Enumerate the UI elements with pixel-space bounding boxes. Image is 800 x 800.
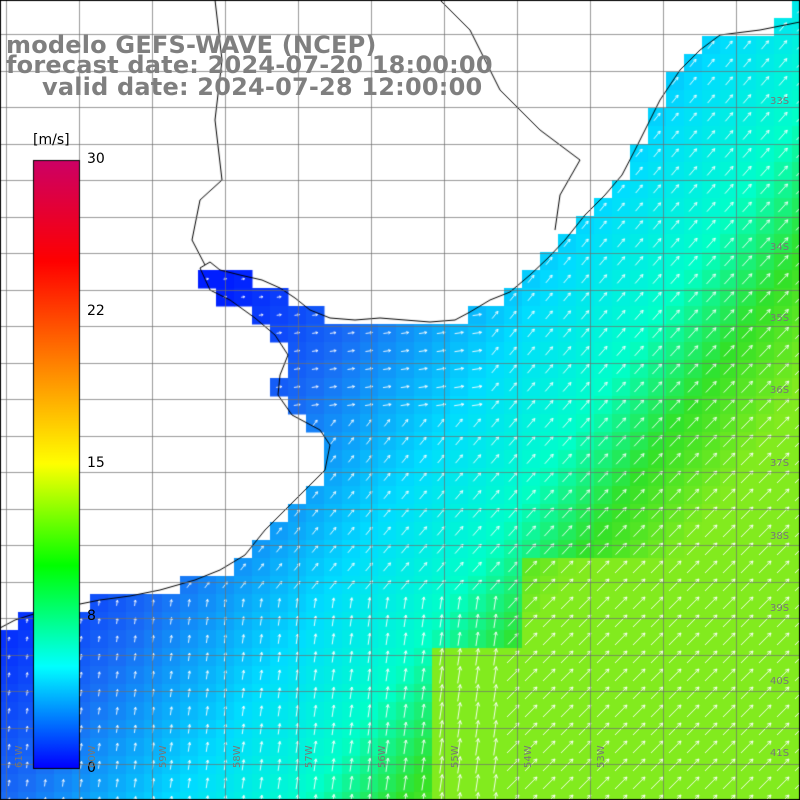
model-title: modelo GEFS-WAVE (NCEP) [6, 31, 377, 59]
lon-label-59w: 59W [158, 745, 169, 768]
colorbar-tick-22: 22 [87, 303, 105, 319]
forecast-date: forecast date: 2024-07-20 18:00:00 [6, 51, 493, 79]
colorbar-tick-8: 8 [87, 608, 96, 624]
lon-label-56w: 56W [377, 745, 388, 768]
lon-label-57w: 57W [304, 745, 315, 768]
lon-label-54w: 54W [523, 745, 534, 768]
lon-label-55w: 55W [450, 745, 461, 768]
valid-date: valid date: 2024-07-28 12:00:00 [42, 73, 483, 101]
colorbar-tick-15: 15 [87, 455, 105, 471]
colorbar-tick-0: 0 [87, 760, 96, 776]
lat-label-37s: 37S [770, 458, 790, 469]
lon-label-61w: 61W [14, 745, 25, 768]
colorbar-unit: [m/s] [33, 132, 70, 148]
lon-label-60w: 60W [87, 745, 98, 768]
lat-label-40s: 40S [770, 676, 790, 687]
lat-label-35s: 35S [770, 313, 790, 324]
lat-label-39s: 39S [770, 603, 790, 614]
lat-label-41s: 41S [770, 748, 790, 759]
lat-label-36s: 36S [770, 385, 790, 396]
lat-label-33s: 33S [770, 96, 790, 107]
lat-label-38s: 38S [770, 531, 790, 542]
colorbar-tick-30: 30 [87, 151, 105, 167]
lon-label-58w: 58W [232, 745, 243, 768]
lon-label-53w: 53W [596, 745, 607, 768]
lat-label-34s: 34S [770, 242, 790, 253]
